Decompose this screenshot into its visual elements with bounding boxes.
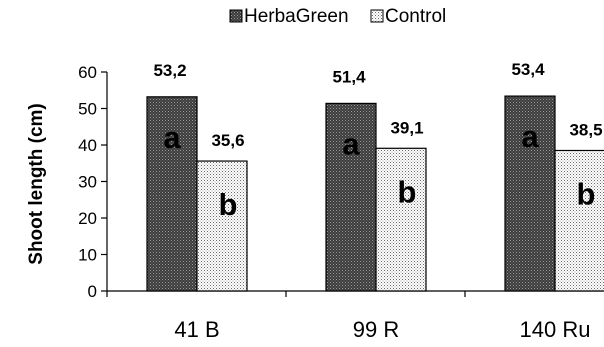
y-tick-label: 60 xyxy=(78,63,97,82)
y-tick-label: 0 xyxy=(88,282,97,301)
x-tick-label-41-b: 41 B xyxy=(174,317,219,342)
significance-letter-herbagreen-41-b: a xyxy=(163,120,181,155)
value-label-control-41-b: 35,6 xyxy=(211,131,244,150)
legend-label-herbagreen: HerbaGreen xyxy=(244,6,349,27)
bar-control-99-r xyxy=(375,147,427,292)
bar-control-41-b xyxy=(196,160,248,292)
legend-swatch-herbagreen xyxy=(229,9,243,23)
value-label-herbagreen-41-b: 53,2 xyxy=(153,61,186,80)
significance-letter-control-140-ru: b xyxy=(577,176,596,211)
x-tick-label-99-r: 99 R xyxy=(353,317,399,342)
value-label-herbagreen-99-r: 51,4 xyxy=(332,67,366,86)
legend: HerbaGreen Control xyxy=(229,6,446,27)
data-labels: 41 B 53,2 a 35,6 b 99 R 51,4 a 39,1 b 140 Ru 53,4 a 3… xyxy=(153,60,602,342)
y-tick-label: 30 xyxy=(78,173,97,192)
y-tick-label: 40 xyxy=(78,136,97,155)
y-tick-label: 10 xyxy=(78,246,97,265)
y-axis-label: Shoot length (cm) xyxy=(26,103,47,264)
significance-letter-herbagreen-99-r: a xyxy=(342,126,360,161)
value-label-control-99-r: 39,1 xyxy=(390,118,423,137)
value-label-control-140-ru: 38,5 xyxy=(569,120,602,139)
legend-swatch-control xyxy=(370,9,384,23)
bars xyxy=(146,95,604,292)
significance-letter-herbagreen-140-ru: a xyxy=(521,119,539,154)
value-label-herbagreen-140-ru: 53,4 xyxy=(511,60,545,79)
significance-letter-control-99-r: b xyxy=(398,174,417,209)
x-tick-label-140-ru: 140 Ru xyxy=(520,317,591,342)
bar-herbagreen-41-b xyxy=(146,96,198,292)
bar-herbagreen-99-r xyxy=(325,102,377,292)
y-tick-label: 50 xyxy=(78,100,97,119)
bar-control-140-ru xyxy=(554,149,604,292)
bar-herbagreen-140-ru xyxy=(504,95,556,292)
y-tick-label: 20 xyxy=(78,209,97,228)
significance-letter-control-41-b: b xyxy=(219,187,238,222)
legend-label-control: Control xyxy=(385,6,446,27)
